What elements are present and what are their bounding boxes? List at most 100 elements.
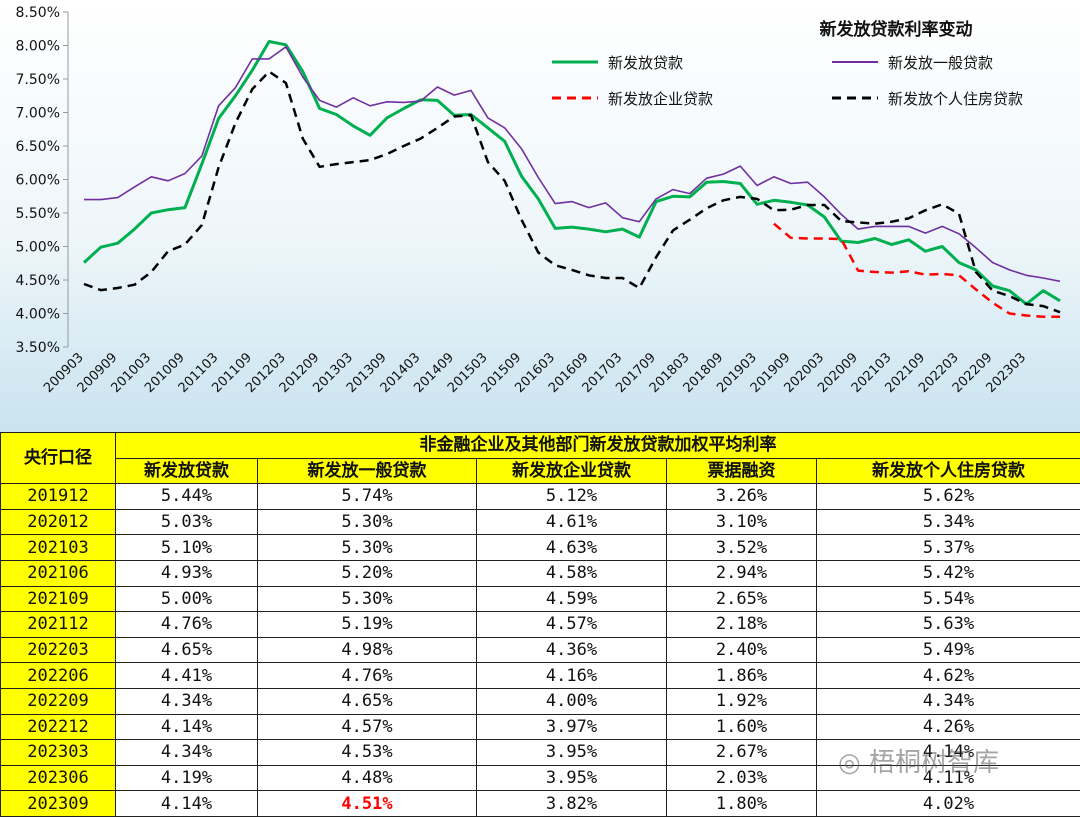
table-cell: 4.41% <box>116 663 258 689</box>
table-cell: 4.36% <box>477 637 667 663</box>
table-cell: 4.00% <box>477 688 667 714</box>
row-period: 202103 <box>1 535 116 561</box>
group-header: 非金融企业及其他部门新发放贷款加权平均利率 <box>116 433 1080 459</box>
table-cell: 3.10% <box>667 509 817 535</box>
table-cell: 2.65% <box>667 586 817 612</box>
table-cell: 5.00% <box>116 586 258 612</box>
table-cell: 5.30% <box>258 535 477 561</box>
row-period: 202012 <box>1 509 116 535</box>
table-cell: 5.03% <box>116 509 258 535</box>
row-period: 202106 <box>1 560 116 586</box>
table-cell: 3.97% <box>477 714 667 740</box>
corner-label: 央行口径 <box>1 433 116 484</box>
table-cell: 4.53% <box>258 740 477 766</box>
column-header: 票据融资 <box>667 458 817 484</box>
table-cell: 4.65% <box>116 637 258 663</box>
column-header: 新发放贷款 <box>116 458 258 484</box>
table-cell: 4.63% <box>477 535 667 561</box>
table-cell: 4.34% <box>116 688 258 714</box>
table-cell: 1.86% <box>667 663 817 689</box>
table-header-row: 央行口径非金融企业及其他部门新发放贷款加权平均利率 <box>1 433 1080 459</box>
legend-label-4: 新发放个人住房贷款 <box>888 90 1023 108</box>
y-tick-label: 8.50% <box>16 5 60 21</box>
table-cell: 4.57% <box>258 714 477 740</box>
table-cell: 5.30% <box>258 509 477 535</box>
series-line-2 <box>84 47 1060 281</box>
table-cell: 5.54% <box>817 586 1080 612</box>
y-tick-label: 6.00% <box>16 173 60 189</box>
table-cell: 3.95% <box>477 765 667 791</box>
rate-table: 央行口径非金融企业及其他部门新发放贷款加权平均利率新发放贷款新发放一般贷款新发放… <box>0 432 1080 817</box>
row-period: 202109 <box>1 586 116 612</box>
y-tick-label: 3.50% <box>16 340 60 356</box>
table-cell: 5.37% <box>817 535 1080 561</box>
legend-label-1: 新发放贷款 <box>608 54 683 72</box>
table-cell: 5.63% <box>817 612 1080 638</box>
y-tick-label: 5.50% <box>16 206 60 222</box>
y-tick-label: 7.50% <box>16 72 60 88</box>
table-cell: 5.12% <box>477 484 667 510</box>
table-cell: 4.58% <box>477 560 667 586</box>
table-cell: 2.03% <box>667 765 817 791</box>
table-cell: 5.34% <box>817 509 1080 535</box>
table-cell: 4.59% <box>477 586 667 612</box>
table-cell: 2.67% <box>667 740 817 766</box>
legend-label-3: 新发放企业贷款 <box>608 90 713 108</box>
y-tick-label: 4.00% <box>16 307 60 323</box>
table-cell: 5.42% <box>817 560 1080 586</box>
table-cell: 5.10% <box>116 535 258 561</box>
table-cell: 4.48% <box>258 765 477 791</box>
table-cell: 5.19% <box>258 612 477 638</box>
table-cell: 2.18% <box>667 612 817 638</box>
table-cell: 4.61% <box>477 509 667 535</box>
table-cell: 4.16% <box>477 663 667 689</box>
table-cell: 5.62% <box>817 484 1080 510</box>
row-period: 202306 <box>1 765 116 791</box>
series-line-1 <box>84 42 1060 305</box>
row-period: 202209 <box>1 688 116 714</box>
table-header-row: 新发放贷款新发放一般贷款新发放企业贷款票据融资新发放个人住房贷款 <box>1 458 1080 484</box>
row-period: 202112 <box>1 612 116 638</box>
table-cell: 4.19% <box>116 765 258 791</box>
table-cell: 3.82% <box>477 791 667 817</box>
table-cell: 4.11% <box>817 765 1080 791</box>
table-cell: 4.02% <box>817 791 1080 817</box>
table-cell: 4.62% <box>817 663 1080 689</box>
table-cell: 3.95% <box>477 740 667 766</box>
table-cell: 4.14% <box>116 791 258 817</box>
table-cell: 3.26% <box>667 484 817 510</box>
table-cell: 5.74% <box>258 484 477 510</box>
table-cell: 4.65% <box>258 688 477 714</box>
table-cell: 1.92% <box>667 688 817 714</box>
column-header: 新发放企业贷款 <box>477 458 667 484</box>
table-cell: 5.49% <box>817 637 1080 663</box>
table-cell: 1.80% <box>667 791 817 817</box>
table-cell: 4.34% <box>817 688 1080 714</box>
table-cell: 4.34% <box>116 740 258 766</box>
table-cell: 4.76% <box>258 663 477 689</box>
table-cell: 2.94% <box>667 560 817 586</box>
y-tick-label: 7.00% <box>16 106 60 122</box>
legend-label-2: 新发放一般贷款 <box>888 54 993 72</box>
table-cell: 4.98% <box>258 637 477 663</box>
table-cell: 4.93% <box>116 560 258 586</box>
table-cell: 4.14% <box>116 714 258 740</box>
table-cell: 3.52% <box>667 535 817 561</box>
table-cell: 4.57% <box>477 612 667 638</box>
row-period: 202203 <box>1 637 116 663</box>
y-tick-label: 4.50% <box>16 273 60 289</box>
table-cell: 4.26% <box>817 714 1080 740</box>
table-cell: 5.20% <box>258 560 477 586</box>
